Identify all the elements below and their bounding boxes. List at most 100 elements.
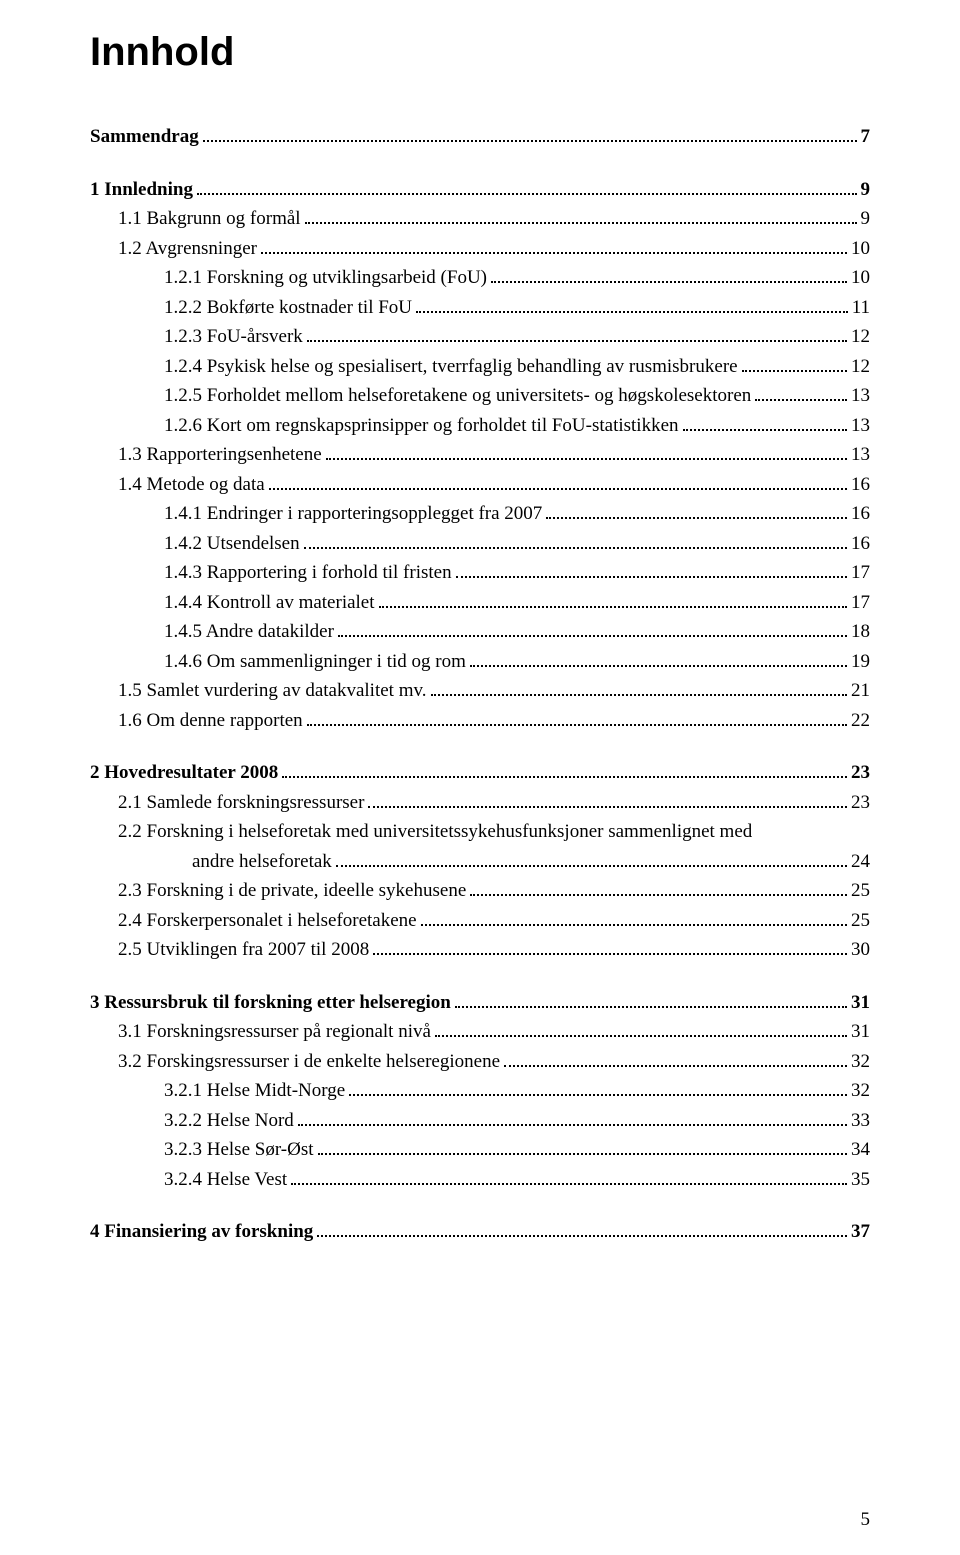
toc-leader-dots: [755, 399, 847, 401]
toc-page-number: 24: [851, 848, 870, 877]
toc-entry: 1.2.6 Kort om regnskapsprinsipper og for…: [90, 412, 870, 441]
toc-page-number: 31: [851, 1018, 870, 1047]
toc-leader-dots: [456, 576, 847, 578]
toc-label: 1.2.1 Forskning og utviklingsarbeid (FoU…: [164, 264, 487, 293]
toc-entry: andre helseforetak 24: [90, 848, 870, 877]
toc-leader-dots: [373, 953, 847, 955]
toc-page-number: 35: [851, 1166, 870, 1195]
toc-page-number: 23: [851, 789, 870, 818]
toc-entry: 1.3 Rapporteringsenhetene13: [90, 441, 870, 470]
toc-entry: 3 Ressursbruk til forskning etter helser…: [90, 989, 870, 1018]
toc-page-number: 19: [851, 648, 870, 677]
toc-label: 4 Finansiering av forskning: [90, 1218, 313, 1247]
toc-page-number: 23: [851, 759, 870, 788]
toc-page-number: 12: [851, 323, 870, 352]
toc-entry: 2.1 Samlede forskningsressurser23: [90, 789, 870, 818]
toc-leader-dots: [291, 1183, 847, 1185]
toc-leader-dots: [504, 1065, 847, 1067]
toc-label: 1.4.2 Utsendelsen: [164, 530, 300, 559]
toc-leader-dots: [742, 370, 847, 372]
toc-page-number: 32: [851, 1048, 870, 1077]
toc-label: Sammendrag: [90, 123, 199, 152]
toc-entry: 1.5 Samlet vurdering av datakvalitet mv.…: [90, 677, 870, 706]
toc-entry: 1.6 Om denne rapporten 22: [90, 707, 870, 736]
toc-entry: 2.4 Forskerpersonalet i helseforetakene2…: [90, 907, 870, 936]
toc-leader-dots: [317, 1235, 847, 1237]
toc-label: 2.3 Forskning i de private, ideelle syke…: [118, 877, 466, 906]
toc-leader-dots: [349, 1094, 847, 1096]
toc-entry: 1.4.5 Andre datakilder18: [90, 618, 870, 647]
toc-entry: 2.2 Forskning i helseforetak med univers…: [90, 818, 870, 847]
toc-page-number: 22: [851, 707, 870, 736]
toc-entry: 2.5 Utviklingen fra 2007 til 200830: [90, 936, 870, 965]
toc-label: 1.2.2 Bokførte kostnader til FoU: [164, 294, 412, 323]
toc-label: 2.4 Forskerpersonalet i helseforetakene: [118, 907, 417, 936]
toc-label: 3.2.2 Helse Nord: [164, 1107, 294, 1136]
toc-entry: 1.2 Avgrensninger 10: [90, 235, 870, 264]
toc-entry: 1 Innledning 9: [90, 176, 870, 205]
toc-page-number: 21: [851, 677, 870, 706]
toc-entry: 2.3 Forskning i de private, ideelle syke…: [90, 877, 870, 906]
toc-entry: 1.4.2 Utsendelsen 16: [90, 530, 870, 559]
toc-label: 3.2.4 Helse Vest: [164, 1166, 287, 1195]
toc-label: 1.2.4 Psykisk helse og spesialisert, tve…: [164, 353, 738, 382]
toc-leader-dots: [197, 193, 857, 195]
toc-entry: 3.2.2 Helse Nord 33: [90, 1107, 870, 1136]
toc-entry: 3.2.4 Helse Vest 35: [90, 1166, 870, 1195]
toc-label: 3.2 Forskingsressurser i de enkelte hels…: [118, 1048, 500, 1077]
toc-leader-dots: [318, 1153, 848, 1155]
toc-leader-dots: [368, 806, 847, 808]
toc-entry: Sammendrag7: [90, 123, 870, 152]
toc-leader-dots: [416, 311, 848, 313]
table-of-contents: Sammendrag7 1 Innledning 9 1.1 Bakgrunn og …: [90, 123, 870, 1247]
toc-entry: 1.4.3 Rapportering i forhold til fristen…: [90, 559, 870, 588]
toc-leader-dots: [379, 606, 847, 608]
toc-leader-dots: [282, 776, 847, 778]
toc-leader-dots: [470, 665, 847, 667]
toc-entry: 1.4.4 Kontroll av materialet17: [90, 589, 870, 618]
toc-leader-dots: [269, 488, 847, 490]
toc-page-number: 10: [851, 235, 870, 264]
toc-label: 1.1 Bakgrunn og formål: [118, 205, 301, 234]
toc-leader-dots: [305, 222, 857, 224]
toc-label: andre helseforetak: [192, 848, 332, 877]
toc-page-number: 9: [861, 176, 871, 205]
toc-entry: 1.2.1 Forskning og utviklingsarbeid (FoU…: [90, 264, 870, 293]
toc-page-number: 16: [851, 471, 870, 500]
toc-label: 1.4.3 Rapportering i forhold til fristen: [164, 559, 452, 588]
toc-page-number: 37: [851, 1218, 870, 1247]
toc-label: 1.4.5 Andre datakilder: [164, 618, 334, 647]
toc-page-number: 17: [851, 559, 870, 588]
toc-entry: 1.4 Metode og data16: [90, 471, 870, 500]
toc-page-number: 9: [861, 205, 871, 234]
toc-entry: 3.2.1 Helse Midt-Norge32: [90, 1077, 870, 1106]
toc-leader-dots: [336, 865, 847, 867]
toc-entry: 3.2.3 Helse Sør-Øst34: [90, 1136, 870, 1165]
toc-leader-dots: [298, 1124, 847, 1126]
page-title: Innhold: [90, 30, 870, 75]
toc-leader-dots: [435, 1035, 847, 1037]
toc-page-number: 25: [851, 877, 870, 906]
toc-page-number: 32: [851, 1077, 870, 1106]
toc-entry: 1.2.5 Forholdet mellom helseforetakene o…: [90, 382, 870, 411]
toc-page-number: 33: [851, 1107, 870, 1136]
toc-label: 1 Innledning: [90, 176, 193, 205]
toc-leader-dots: [491, 281, 847, 283]
toc-entry: 1.4.6 Om sammenligninger i tid og rom19: [90, 648, 870, 677]
toc-label: 3.1 Forskningsressurser på regionalt niv…: [118, 1018, 431, 1047]
toc-label: 1.2.6 Kort om regnskapsprinsipper og for…: [164, 412, 679, 441]
toc-page-number: 30: [851, 936, 870, 965]
toc-spacer: [90, 966, 870, 988]
toc-label: 1.4.4 Kontroll av materialet: [164, 589, 375, 618]
toc-spacer: [90, 736, 870, 758]
toc-entry: 1.4.1 Endringer i rapporteringsopplegget…: [90, 500, 870, 529]
toc-spacer: [90, 1195, 870, 1217]
toc-label: 1.2 Avgrensninger: [118, 235, 257, 264]
toc-entry: 1.2.3 FoU-årsverk12: [90, 323, 870, 352]
toc-entry: 1.2.4 Psykisk helse og spesialisert, tve…: [90, 353, 870, 382]
toc-label: 1.6 Om denne rapporten: [118, 707, 303, 736]
toc-page-number: 13: [851, 441, 870, 470]
toc-label: 1.4.1 Endringer i rapporteringsopplegget…: [164, 500, 542, 529]
toc-page-number: 34: [851, 1136, 870, 1165]
toc-page-number: 16: [851, 530, 870, 559]
